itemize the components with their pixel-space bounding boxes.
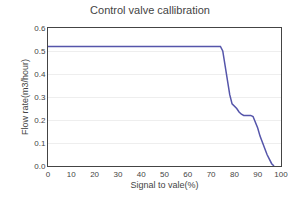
svg-text:0.6: 0.6	[34, 24, 46, 33]
svg-text:0.0: 0.0	[34, 162, 46, 171]
svg-text:Signal to vale(%): Signal to vale(%)	[130, 180, 198, 190]
svg-text:Flow rate(m3/hour): Flow rate(m3/hour)	[20, 59, 30, 135]
svg-text:60: 60	[183, 170, 192, 179]
svg-text:0.5: 0.5	[34, 47, 46, 56]
svg-text:30: 30	[113, 170, 122, 179]
svg-text:80: 80	[230, 170, 239, 179]
svg-text:90: 90	[253, 170, 262, 179]
svg-text:40: 40	[137, 170, 146, 179]
svg-text:70: 70	[207, 170, 216, 179]
svg-text:0.4: 0.4	[34, 70, 46, 79]
svg-text:0.1: 0.1	[34, 139, 46, 148]
svg-text:50: 50	[160, 170, 169, 179]
svg-text:0.3: 0.3	[34, 93, 46, 102]
svg-text:Control valve callibration: Control valve callibration	[90, 4, 210, 16]
svg-text:20: 20	[90, 170, 99, 179]
svg-text:0.2: 0.2	[34, 116, 46, 125]
svg-text:10: 10	[67, 170, 76, 179]
svg-text:0: 0	[46, 170, 51, 179]
svg-text:100: 100	[274, 170, 288, 179]
